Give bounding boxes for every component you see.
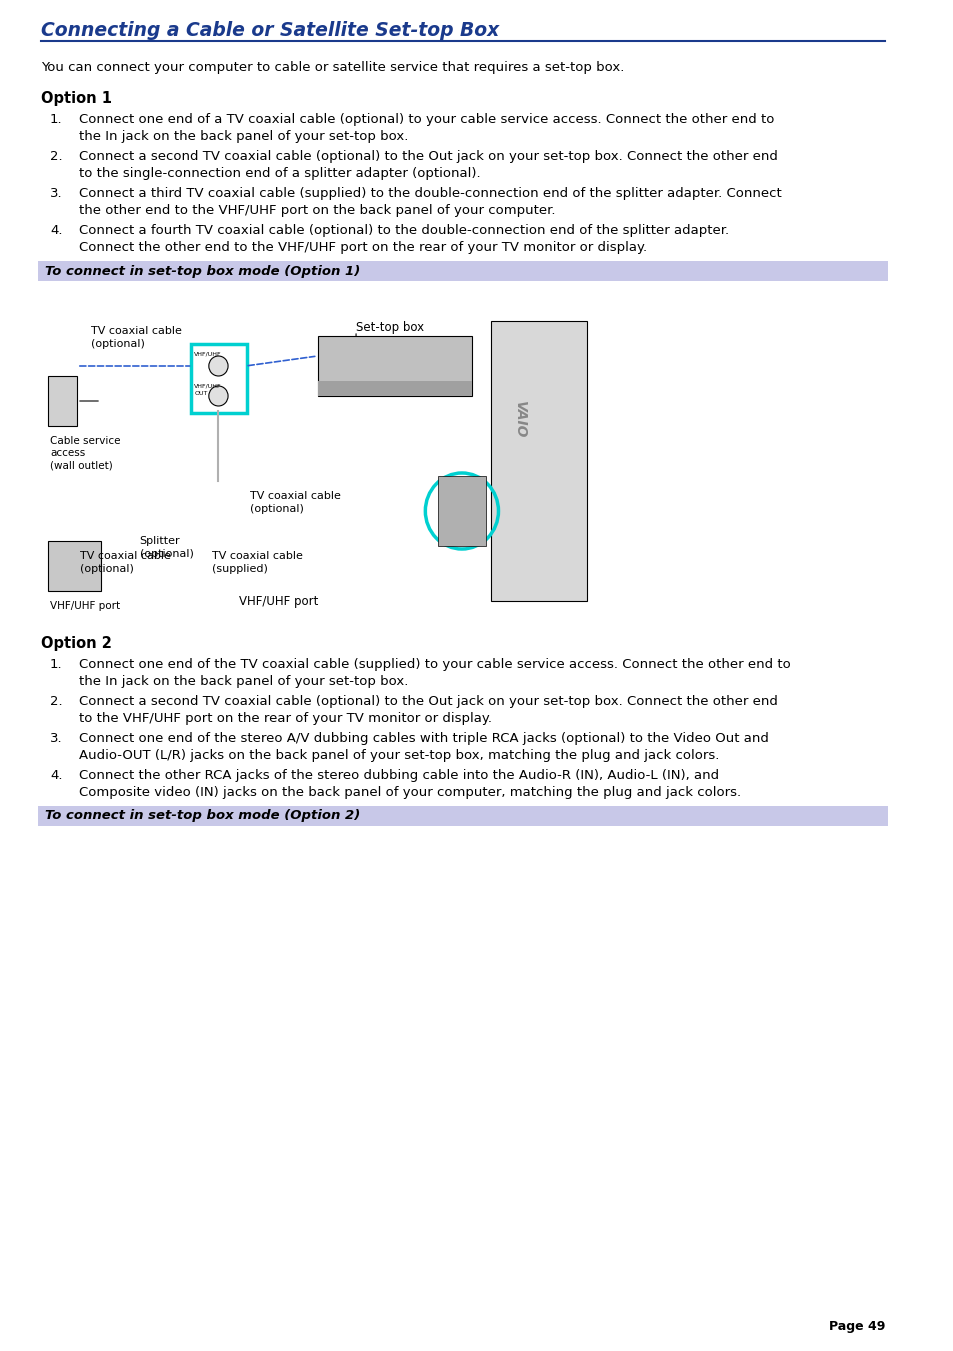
Text: VHF/UHF: VHF/UHF <box>194 351 222 357</box>
Bar <box>48 376 77 426</box>
Text: Option 1: Option 1 <box>41 91 112 105</box>
Bar <box>48 540 101 590</box>
Text: TV coaxial cable: TV coaxial cable <box>80 551 171 561</box>
Text: 1.: 1. <box>50 113 63 126</box>
Text: Connect the other RCA jacks of the stereo dubbing cable into the Audio-R (IN), A: Connect the other RCA jacks of the stere… <box>79 769 740 798</box>
Text: (optional): (optional) <box>250 504 304 513</box>
Text: (optional): (optional) <box>80 563 133 574</box>
Text: Set-top box: Set-top box <box>355 322 424 334</box>
Text: Splitter: Splitter <box>139 536 180 546</box>
Text: (optional): (optional) <box>139 549 193 559</box>
Bar <box>317 336 471 396</box>
Text: Connecting a Cable or Satellite Set-top Box: Connecting a Cable or Satellite Set-top … <box>41 22 499 41</box>
Bar <box>437 476 485 546</box>
Circle shape <box>209 357 228 376</box>
FancyBboxPatch shape <box>38 807 887 825</box>
FancyBboxPatch shape <box>38 261 887 281</box>
Text: Page 49: Page 49 <box>828 1320 884 1333</box>
Text: Connect a second TV coaxial cable (optional) to the Out jack on your set-top box: Connect a second TV coaxial cable (optio… <box>79 150 777 180</box>
Text: Connect one end of the stereo A/V dubbing cables with triple RCA jacks (optional: Connect one end of the stereo A/V dubbin… <box>79 732 768 762</box>
Text: 4.: 4. <box>50 769 63 782</box>
Text: 1.: 1. <box>50 658 63 671</box>
Text: VHF/UHF: VHF/UHF <box>194 384 222 389</box>
Text: (supplied): (supplied) <box>212 563 267 574</box>
Text: Cable service: Cable service <box>50 436 120 446</box>
Text: 2.: 2. <box>50 150 63 163</box>
Text: VHF/UHF port: VHF/UHF port <box>50 601 120 611</box>
FancyBboxPatch shape <box>191 345 247 413</box>
Circle shape <box>209 386 228 407</box>
Text: TV coaxial cable: TV coaxial cable <box>212 551 302 561</box>
Text: 3.: 3. <box>50 186 63 200</box>
Text: Connect a second TV coaxial cable (optional) to the Out jack on your set-top box: Connect a second TV coaxial cable (optio… <box>79 694 777 725</box>
Text: Connect one end of a TV coaxial cable (optional) to your cable service access. C: Connect one end of a TV coaxial cable (o… <box>79 113 774 143</box>
Text: VAIO: VAIO <box>512 401 526 438</box>
Text: TV coaxial cable: TV coaxial cable <box>91 326 182 336</box>
Text: 2.: 2. <box>50 694 63 708</box>
Text: (wall outlet): (wall outlet) <box>50 459 112 470</box>
Bar <box>490 322 586 601</box>
Text: Connect one end of the TV coaxial cable (supplied) to your cable service access.: Connect one end of the TV coaxial cable … <box>79 658 790 688</box>
Text: Option 2: Option 2 <box>41 636 112 651</box>
Text: TV coaxial cable: TV coaxial cable <box>250 490 341 501</box>
Text: VHF/UHF port: VHF/UHF port <box>239 594 318 608</box>
Text: Connect a fourth TV coaxial cable (optional) to the double-connection end of the: Connect a fourth TV coaxial cable (optio… <box>79 224 728 254</box>
Text: (optional): (optional) <box>91 339 145 349</box>
Text: To connect in set-top box mode (Option 1): To connect in set-top box mode (Option 1… <box>45 265 360 277</box>
Bar <box>41 296 884 616</box>
Text: OUT: OUT <box>194 390 208 396</box>
Bar <box>317 381 471 396</box>
Text: Connect a third TV coaxial cable (supplied) to the double-connection end of the : Connect a third TV coaxial cable (suppli… <box>79 186 781 218</box>
Text: 3.: 3. <box>50 732 63 744</box>
Text: You can connect your computer to cable or satellite service that requires a set-: You can connect your computer to cable o… <box>41 61 624 74</box>
Text: access: access <box>50 449 85 458</box>
Text: 4.: 4. <box>50 224 63 236</box>
Text: To connect in set-top box mode (Option 2): To connect in set-top box mode (Option 2… <box>45 809 360 823</box>
